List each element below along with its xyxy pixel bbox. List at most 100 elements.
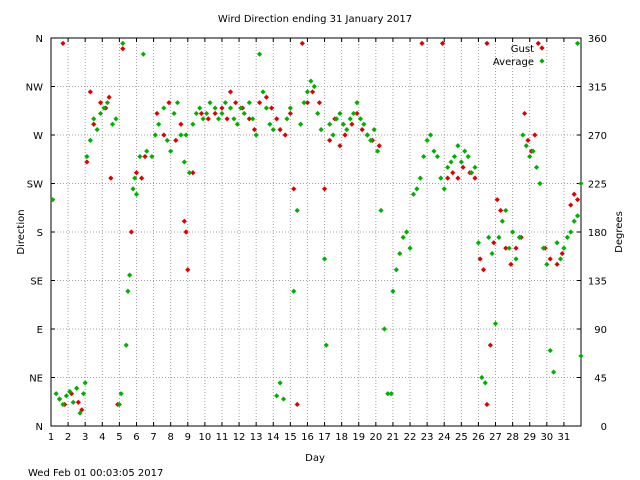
- series-average-point: [82, 380, 88, 386]
- series-average-point: [564, 234, 570, 240]
- series-gust-point: [227, 89, 234, 95]
- series-gust-point: [491, 240, 497, 246]
- series-average-point: [340, 121, 346, 127]
- series-average-point: [263, 105, 270, 111]
- series-average-point: [53, 391, 59, 397]
- series-average-point: [308, 78, 314, 84]
- series-gust-point: [460, 164, 466, 170]
- legend-marker-gust: [539, 45, 545, 51]
- series-average-point: [388, 391, 394, 397]
- series-average: [50, 40, 584, 416]
- series-average-point: [540, 245, 546, 251]
- series-average-point: [424, 137, 430, 143]
- series-average-point: [125, 288, 131, 294]
- series-gust-point: [291, 186, 297, 192]
- series-average-point: [315, 110, 321, 117]
- series-average-point: [374, 148, 381, 154]
- series-average-point: [304, 89, 311, 95]
- series-gust-point: [190, 170, 196, 176]
- series-average-point: [101, 105, 107, 111]
- series-average-point: [496, 234, 502, 240]
- x-tick-label: 18: [335, 432, 348, 443]
- series-gust-point: [508, 261, 514, 267]
- legend-label-average: Average: [493, 57, 534, 68]
- series-gust-point: [75, 399, 81, 405]
- series-average-point: [190, 121, 196, 127]
- series-average-point: [183, 132, 189, 138]
- series-average-point: [256, 51, 263, 57]
- series-average-point: [321, 256, 328, 262]
- series-average-point: [118, 391, 124, 397]
- x-tick-label: 9: [185, 432, 191, 443]
- series-average-point: [561, 245, 567, 251]
- series-gust-point: [568, 202, 574, 208]
- series-average-point: [427, 132, 434, 138]
- series-gust-point: [246, 116, 252, 122]
- plot-border: [50, 37, 582, 427]
- series-average-point: [441, 186, 447, 192]
- series-average-point: [161, 105, 167, 111]
- series-gust-point: [87, 89, 93, 95]
- series-average-point: [171, 110, 177, 117]
- series-average-point: [130, 186, 136, 192]
- series-average-point: [181, 159, 187, 165]
- x-tick-label: 8: [167, 432, 173, 443]
- series-gust-point: [521, 110, 528, 117]
- series-gust-point: [219, 105, 225, 111]
- series-average-point: [94, 127, 100, 133]
- series-average-point: [174, 100, 181, 106]
- series-gust-point: [299, 40, 305, 46]
- x-tick-label: 11: [216, 432, 229, 443]
- y-tick-label-left: NE: [29, 374, 43, 385]
- y-tick-label-left: NW: [26, 83, 43, 94]
- series-average-point: [280, 396, 287, 402]
- x-tick-label: 19: [352, 432, 365, 443]
- series-gust-point: [455, 175, 461, 181]
- series-average-point: [215, 116, 222, 122]
- series-average-point: [132, 175, 138, 181]
- data-points: [50, 40, 584, 416]
- series-gust-point: [309, 89, 316, 95]
- series-average-point: [178, 132, 184, 138]
- legend-label-gust: Gust: [511, 44, 534, 55]
- series-gust-point: [128, 229, 134, 235]
- series-average-point: [50, 197, 56, 203]
- series-gust-point: [316, 100, 323, 106]
- x-tick-label: 2: [65, 432, 71, 443]
- series-average-point: [80, 391, 87, 397]
- series-gust-point: [321, 186, 328, 192]
- series-average-point: [574, 213, 581, 219]
- series-gust-point: [354, 110, 360, 117]
- series-average-point: [527, 153, 533, 160]
- series-average-point: [574, 40, 581, 46]
- series-gust-point: [294, 401, 300, 408]
- series-gust-point: [282, 132, 288, 138]
- series-average-point: [578, 180, 584, 187]
- x-tick-label: 14: [267, 432, 280, 443]
- series-average-point: [327, 121, 333, 127]
- series-gust: [56, 40, 581, 413]
- series-gust-point: [108, 175, 114, 181]
- x-tick-label: 15: [284, 432, 297, 443]
- series-average-point: [227, 105, 234, 111]
- series-average-point: [489, 250, 495, 257]
- x-tick-label: 22: [404, 432, 417, 443]
- y-tick-label-right: 315: [588, 83, 607, 94]
- y-tick-label-right: 0: [601, 422, 607, 433]
- series-average-point: [371, 127, 377, 133]
- series-average-point: [123, 342, 129, 348]
- series-gust-point: [574, 197, 581, 203]
- series-average-point: [222, 100, 228, 106]
- y-tick-label-right: 90: [594, 325, 607, 336]
- series-gust-point: [472, 175, 478, 181]
- series-average-point: [544, 261, 550, 267]
- series-gust-point: [532, 132, 538, 138]
- series-average-point: [397, 250, 403, 257]
- x-tick-label: 29: [523, 432, 536, 443]
- series-average-point: [323, 342, 329, 348]
- series-gust-point: [183, 229, 189, 235]
- y-tick-label-right: 180: [588, 228, 607, 239]
- series-gust-point: [68, 391, 75, 397]
- series-average-point: [77, 410, 83, 416]
- series-gust-point: [268, 105, 275, 111]
